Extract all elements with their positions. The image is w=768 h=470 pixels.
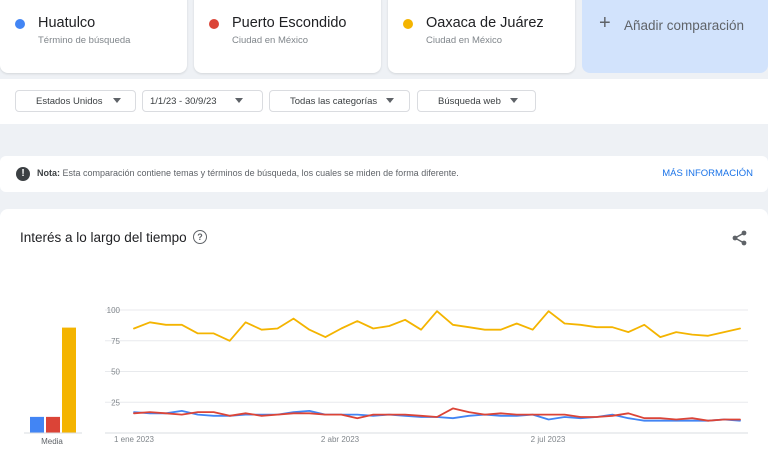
share-icon[interactable] (731, 229, 749, 247)
series-color-dot (15, 19, 25, 29)
search-type-filter-label: Búsqueda web (438, 96, 501, 107)
average-bar-1 (30, 416, 44, 433)
category-filter-label: Todas las categorías (290, 96, 378, 107)
y-tick-label: 50 (111, 368, 120, 377)
y-tick-label: 25 (111, 398, 120, 407)
comparison-card-huatulco[interactable]: Huatulco Término de búsqueda (0, 0, 187, 73)
note-message: Esta comparación contiene temas y términ… (60, 168, 459, 178)
add-comparison-label: Añadir comparación (624, 18, 745, 33)
plus-icon: + (599, 12, 611, 34)
region-filter-label: Estados Unidos (36, 96, 103, 107)
series-color-dot (209, 19, 219, 29)
term-name: Puerto Escondido (232, 15, 347, 31)
series-color-dot (403, 19, 413, 29)
category-filter[interactable]: Todas las categorías (269, 90, 410, 112)
add-comparison-button[interactable]: + Añadir comparación (582, 0, 768, 73)
series-line-2 (133, 407, 741, 422)
y-tick-label: 100 (107, 306, 121, 315)
comparison-card-oaxaca[interactable]: Oaxaca de Juárez Ciudad en México (388, 0, 575, 73)
chevron-down-icon (235, 98, 243, 103)
chevron-down-icon (386, 98, 394, 103)
search-type-filter[interactable]: Búsqueda web (417, 90, 536, 112)
panel-title: Interés a lo largo del tiempo (20, 230, 187, 245)
series-line-3 (133, 310, 741, 342)
x-tick-label: 2 jul 2023 (531, 435, 566, 444)
help-icon[interactable]: ? (193, 230, 207, 244)
average-bar-3 (62, 327, 76, 433)
term-type: Término de búsqueda (38, 35, 131, 46)
info-icon: ! (16, 167, 30, 181)
interest-over-time-panel: Interés a lo largo del tiempo ? Media 100… (0, 209, 768, 470)
region-filter[interactable]: Estados Unidos (15, 90, 136, 112)
term-type: Ciudad en México (426, 35, 503, 46)
chevron-down-icon (113, 98, 121, 103)
filter-bar: Estados Unidos 1/1/23 - 30/9/23 Todas la… (0, 79, 768, 124)
x-tick-label: 1 ene 2023 (114, 435, 155, 444)
date-filter[interactable]: 1/1/23 - 30/9/23 (142, 90, 263, 112)
comparison-cards: Huatulco Término de búsqueda Puerto Esco… (0, 0, 768, 74)
note-bar: ! Nota: Esta comparación contiene temas … (0, 156, 768, 192)
average-bar-2 (46, 416, 60, 433)
term-name: Huatulco (38, 15, 96, 31)
term-name: Oaxaca de Juárez (426, 15, 544, 31)
average-label: Media (41, 437, 63, 446)
interest-chart: Media 100 75 50 25 1 ene 2023 2 abr 2023 2 jul … (24, 306, 748, 446)
x-tick-label: 2 abr 2023 (321, 435, 360, 444)
y-tick-label: 75 (111, 337, 120, 346)
term-type: Ciudad en México (232, 35, 309, 46)
series-line-1 (133, 409, 741, 422)
note-bold-label: Nota: (37, 168, 60, 178)
more-info-link[interactable]: MÁS INFORMACIÓN (662, 168, 753, 179)
chevron-down-icon (510, 98, 518, 103)
comparison-card-puerto-escondido[interactable]: Puerto Escondido Ciudad en México (194, 0, 381, 73)
date-filter-label: 1/1/23 - 30/9/23 (150, 96, 217, 107)
note-text: Nota: Esta comparación contiene temas y … (37, 168, 459, 178)
